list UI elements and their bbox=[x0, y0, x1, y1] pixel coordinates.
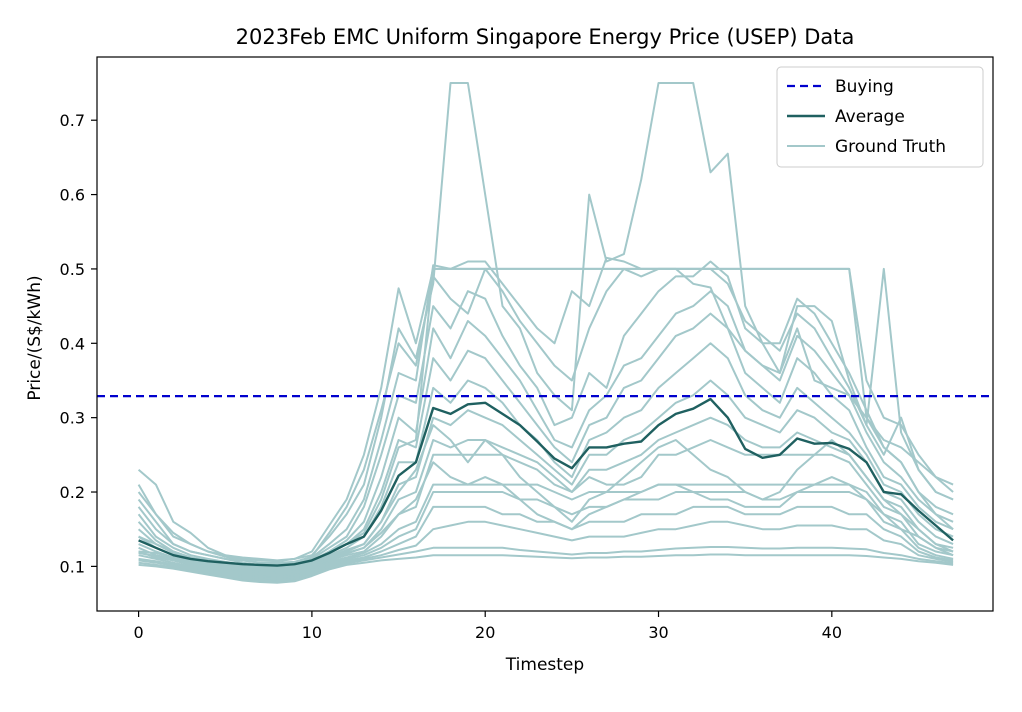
x-tick-label: 10 bbox=[302, 623, 322, 642]
average-line-group bbox=[138, 397, 954, 567]
ground-truth-line-14 bbox=[138, 520, 954, 582]
ground-truth-line-3 bbox=[137, 256, 954, 564]
ground-truth-line-20 bbox=[138, 461, 954, 576]
ground-truth-line-2 bbox=[137, 82, 954, 562]
ground-truth-line-13 bbox=[138, 505, 954, 580]
legend: Buying Average Ground Truth bbox=[776, 66, 984, 168]
y-tick-label: 0.2 bbox=[60, 483, 85, 502]
legend-label-1: Buying bbox=[835, 77, 894, 97]
y-tick-label: 0.3 bbox=[60, 409, 85, 428]
ground-truth-line-19 bbox=[138, 424, 954, 575]
legend-label-3: Ground Truth bbox=[835, 137, 946, 157]
ground-truth-line-8 bbox=[138, 379, 954, 573]
x-tick-label: 20 bbox=[475, 623, 495, 642]
ground-truth-line-17 bbox=[138, 267, 954, 570]
y-axis-label: Price/(S$/kWh) bbox=[25, 275, 45, 400]
ground-truth-line-12 bbox=[138, 491, 954, 579]
x-tick-label: 0 bbox=[134, 623, 144, 642]
y-axis-ticks: 0.1 0.2 0.3 0.4 0.5 0.6 0.7 bbox=[60, 111, 97, 576]
y-tick-label: 0.7 bbox=[60, 111, 85, 130]
chart-title: 2023Feb EMC Uniform Singapore Energy Pri… bbox=[236, 25, 855, 49]
y-tick-label: 0.1 bbox=[60, 557, 85, 576]
y-tick-label: 0.6 bbox=[60, 186, 85, 205]
ground-truth-series-group bbox=[137, 82, 954, 584]
x-axis-ticks: 0 10 20 30 40 bbox=[134, 611, 842, 642]
legend-label-2: Average bbox=[835, 107, 905, 127]
ground-truth-line-16 bbox=[138, 553, 954, 584]
y-tick-label: 0.4 bbox=[60, 334, 85, 353]
average-line bbox=[138, 397, 954, 567]
x-axis-label: Timestep bbox=[505, 655, 584, 675]
y-tick-label: 0.5 bbox=[60, 260, 85, 279]
x-tick-label: 40 bbox=[822, 623, 842, 642]
ground-truth-line-18 bbox=[137, 267, 954, 566]
legend-box bbox=[776, 66, 984, 168]
x-tick-label: 30 bbox=[648, 623, 668, 642]
ground-truth-line-11 bbox=[138, 483, 954, 577]
plot-frame bbox=[96, 56, 994, 612]
